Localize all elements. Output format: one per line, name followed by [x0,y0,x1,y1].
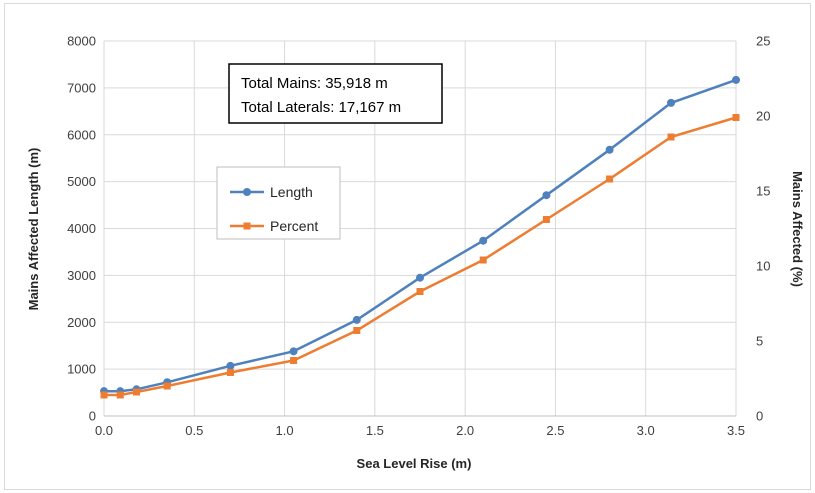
x-tick-label: 1.0 [276,423,294,438]
data-point-percent [133,388,141,396]
data-point-percent [416,288,424,295]
data-point-length [732,75,740,84]
legend: Length Percent [216,166,341,240]
legend-percent-marker [243,222,251,230]
y2-tick-label: 25 [756,34,770,49]
data-point-length [289,347,298,356]
data-point-length [226,361,235,370]
data-point-percent [353,327,361,334]
data-point-length [605,145,614,154]
x-axis-title: Sea Level Rise (m) [357,456,472,471]
data-point-percent [479,256,487,264]
data-point-percent [226,369,234,376]
y-tick-label: 6000 [67,127,96,142]
x-tick-label: 2.5 [546,423,564,438]
y-tick-label: 0 [89,409,96,424]
series-line-length [104,78,737,393]
legend-length-label: Length [270,184,313,200]
data-point-length [542,191,551,200]
x-tick-label: 0.5 [185,423,203,438]
info-box-border [228,63,443,124]
series-layer [100,75,740,399]
y-tick-label: 8000 [67,34,96,49]
data-point-percent [290,357,298,364]
x-tick-label: 2.0 [456,423,474,438]
data-point-length [666,98,675,107]
data-point-percent [732,114,740,121]
series-line-percent [104,116,737,397]
x-tick-label: 1.5 [366,423,384,438]
x-tick-label: 3.0 [637,423,655,438]
y-tick-label: 3000 [67,268,96,283]
data-point-length [416,273,424,282]
data-point-percent [542,216,550,223]
y2-tick-label: 10 [756,259,770,274]
data-point-length [352,315,361,324]
y2-axis-title: Mains Affected (%) [790,171,805,287]
data-point-length [479,236,488,245]
axes: 0.0 0.5 1.0 1.5 2.0 2.5 3.0 3.5 0 1000 2000 3000 400… [67,34,770,439]
y2-tick-label: 5 [756,334,763,349]
data-point-percent [116,391,124,399]
y-tick-label: 4000 [67,221,96,236]
y2-tick-label: 15 [756,184,770,199]
y-tick-label: 5000 [67,174,96,189]
data-point-percent [100,391,108,399]
info-box: Total Mains: 35,918 m Total Laterals: 17… [228,63,443,124]
y-tick-label: 2000 [67,315,96,330]
data-point-percent [163,382,171,390]
y2-tick-label: 0 [756,409,763,424]
data-point-percent [667,133,675,141]
y-tick-label: 1000 [67,362,96,377]
y-axis-title: Mains Affected Length (m) [26,148,41,311]
info-box-line-2: Total Laterals: 17,167 m [241,99,401,116]
x-tick-label: 3.5 [727,423,745,438]
legend-length-marker [243,188,251,196]
info-box-line-1: Total Mains: 35,918 m [241,75,388,92]
x-tick-label: 0.0 [95,423,113,438]
y2-tick-label: 20 [756,109,770,124]
legend-percent-label: Percent [270,218,318,234]
y-tick-label: 7000 [67,80,96,95]
data-point-percent [606,175,614,183]
